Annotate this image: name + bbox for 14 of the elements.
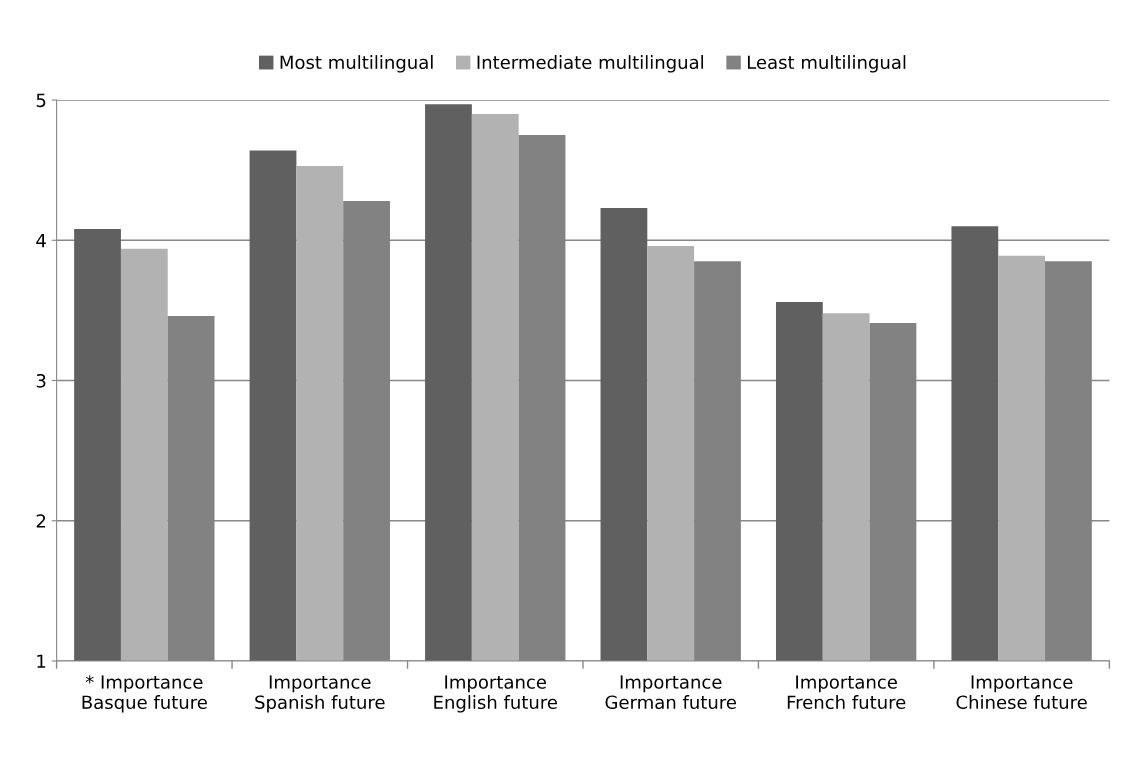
legend-label: Most multilingual (280, 55, 433, 73)
legend-label: Least multilingual (747, 55, 906, 73)
y-tick-label: 5 (36, 93, 46, 108)
x-tick-label: Importance Spanish future (255, 675, 385, 713)
y-tick-label: 3 (36, 373, 46, 388)
x-tick-label: Importance English future (434, 675, 557, 713)
x-tick-label: Importance German future (605, 675, 736, 710)
y-tick-label: 2 (36, 514, 46, 528)
y-tick-label: 1 (37, 654, 46, 668)
x-tick-label: * Importance Basque future (82, 675, 207, 713)
x-tick-label: Importance French future (787, 675, 906, 710)
x-tick-label: Importance Chinese future (956, 675, 1087, 710)
y-tick-label: 4 (36, 233, 46, 248)
legend-label: Intermediate multilingual (477, 55, 703, 73)
